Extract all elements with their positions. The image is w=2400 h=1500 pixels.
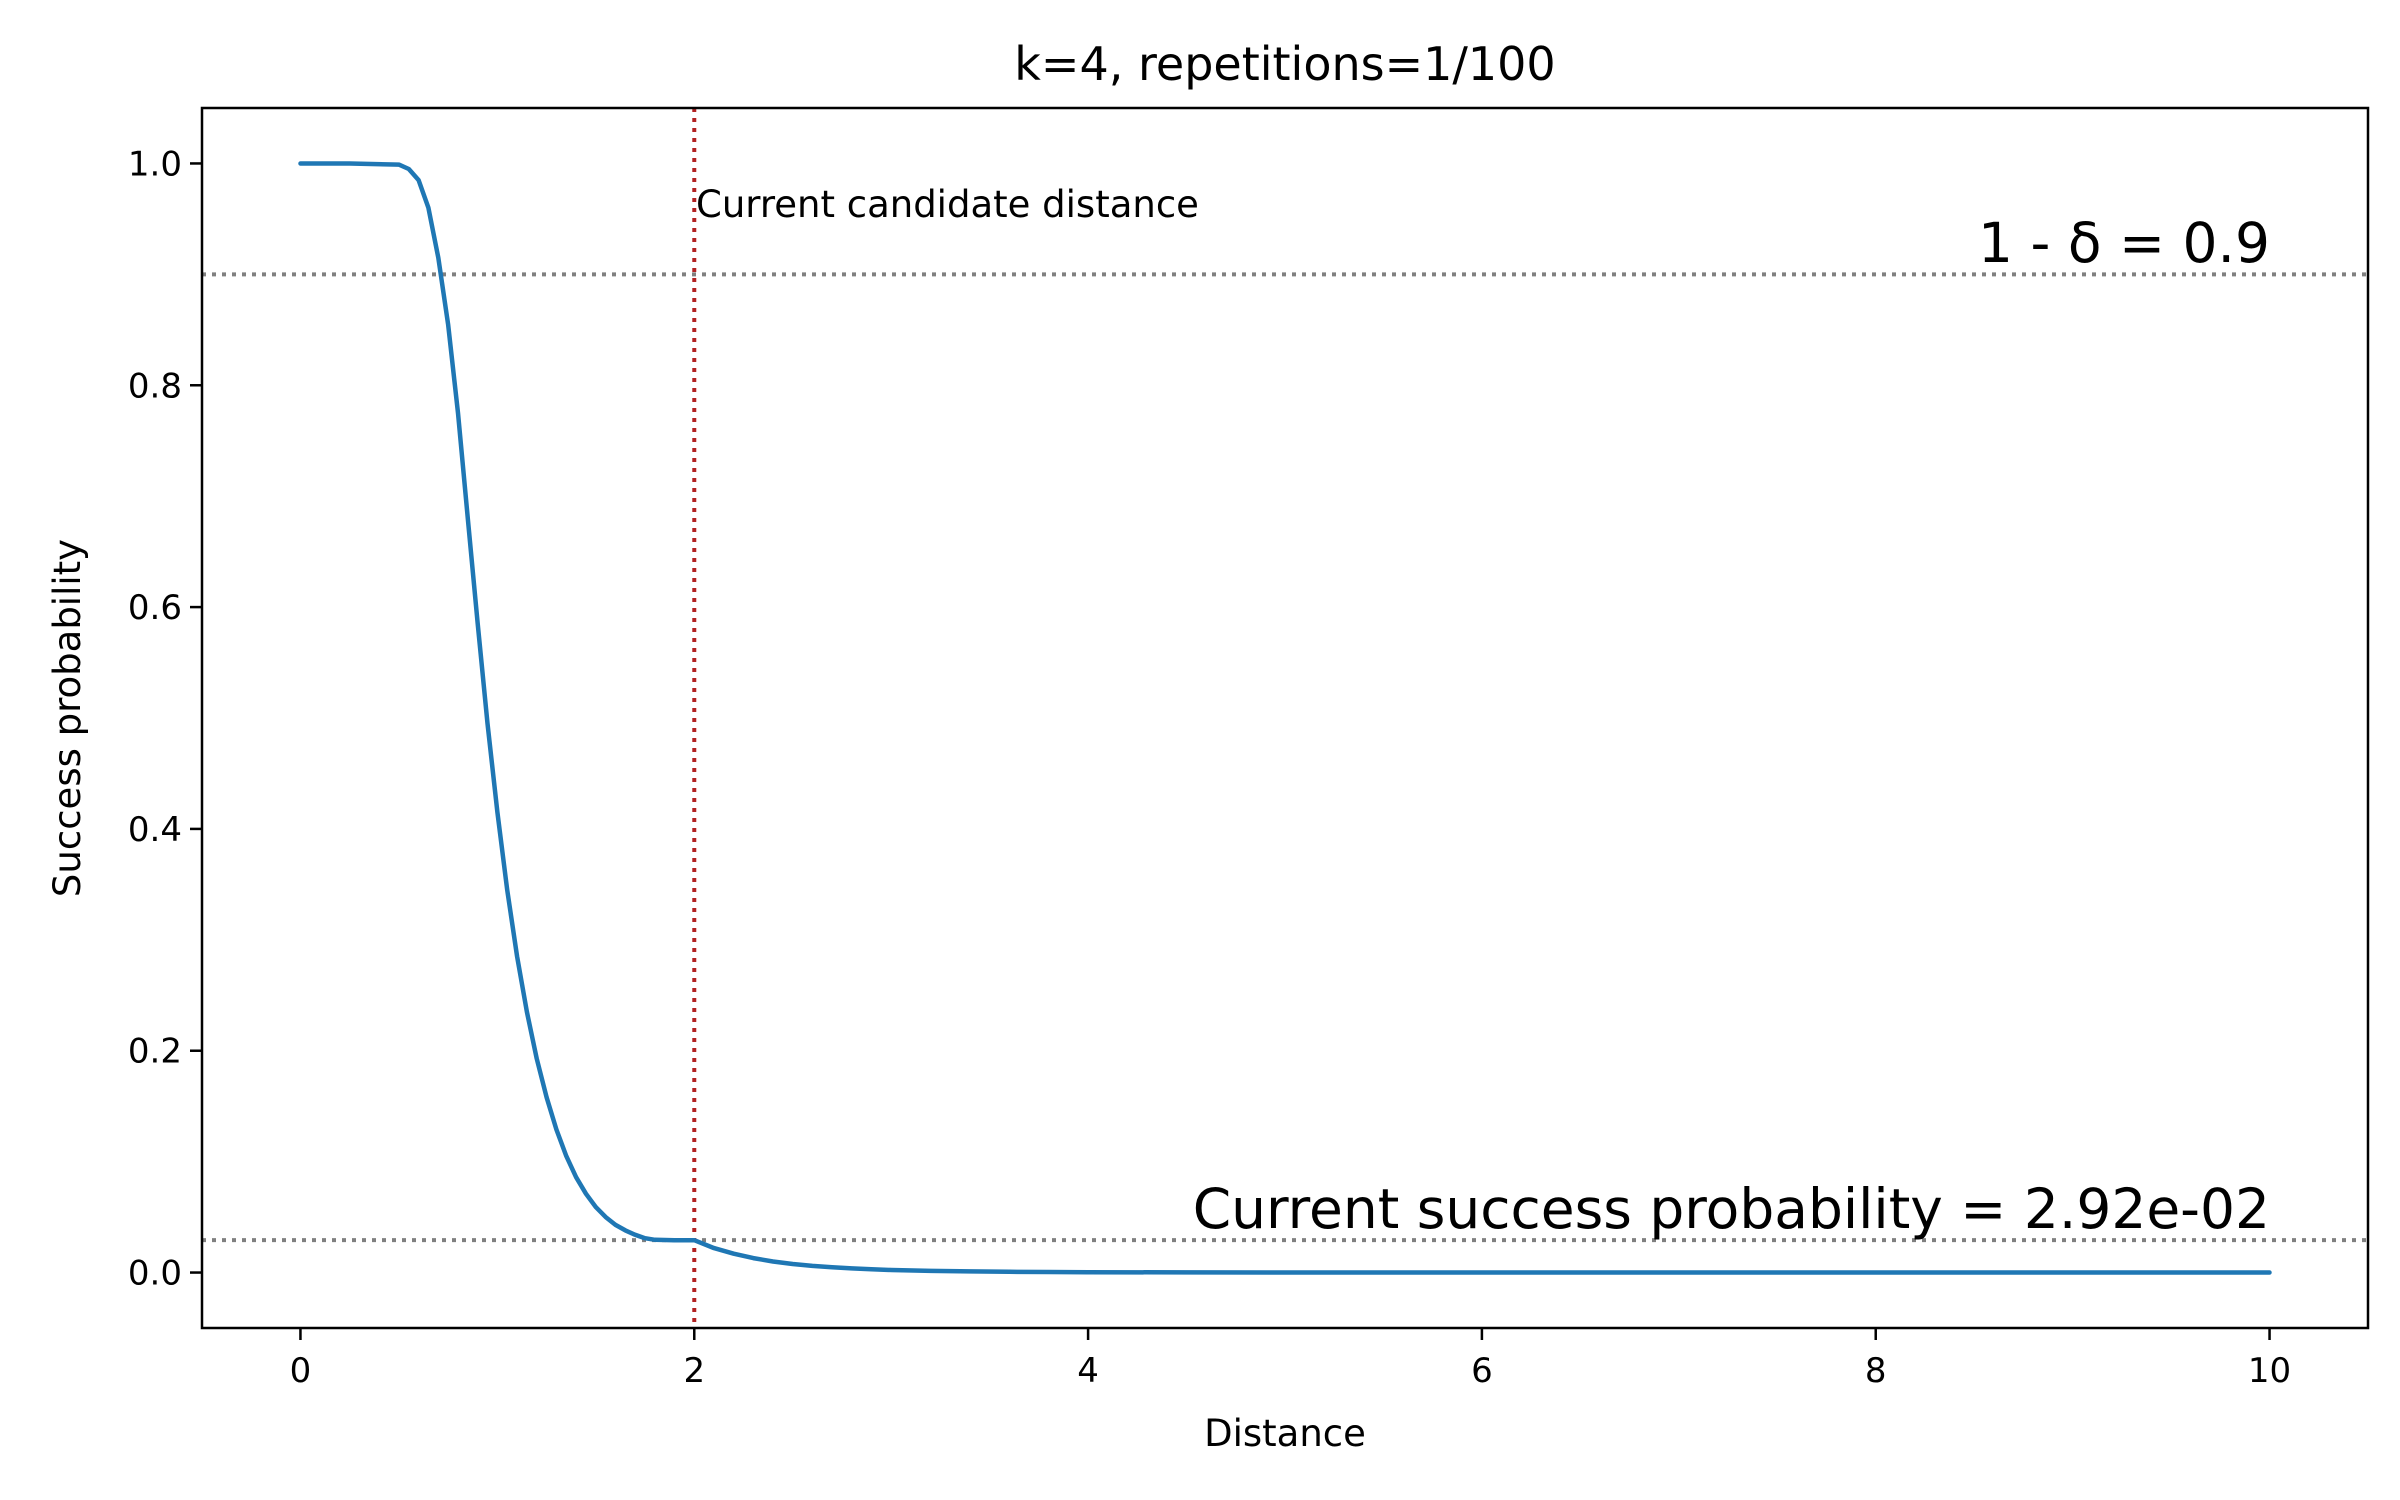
x-tick-label: 0 <box>290 1351 312 1391</box>
current-probability-annotation: Current success probability = 2.92e-02 <box>1193 1177 2270 1241</box>
x-tick-label: 4 <box>1077 1351 1099 1391</box>
series-line-0 <box>298 161 2272 1275</box>
vline-annotation: Current candidate distance <box>696 183 1199 226</box>
axes-frame <box>200 106 2370 1330</box>
y-tick-label: 0.4 <box>128 810 182 850</box>
y-tick-label: 1.0 <box>128 144 182 184</box>
x-tick-label: 10 <box>2248 1351 2291 1391</box>
chart-title: k=4, repetitions=1/100 <box>1014 37 1555 91</box>
y-axis-label: Success probability <box>46 539 89 897</box>
delta-annotation: 1 - δ = 0.9 <box>1978 211 2270 275</box>
y-tick-label: 0.8 <box>128 366 182 406</box>
axes: 0 2 4 6 8 10 0.0 0.2 0.4 0.6 0.8 1.0 <box>128 106 2370 1391</box>
x-tick-label: 8 <box>1865 1351 1887 1391</box>
y-tick-label: 0.6 <box>128 588 182 628</box>
y-tick-label: 0.2 <box>128 1032 182 1072</box>
x-axis-label: Distance <box>1204 1412 1366 1455</box>
plot-marks <box>202 108 2368 1328</box>
y-tick-label: 0.0 <box>128 1254 182 1294</box>
x-tick-label: 6 <box>1471 1351 1493 1391</box>
x-tick-label: 2 <box>683 1351 705 1391</box>
